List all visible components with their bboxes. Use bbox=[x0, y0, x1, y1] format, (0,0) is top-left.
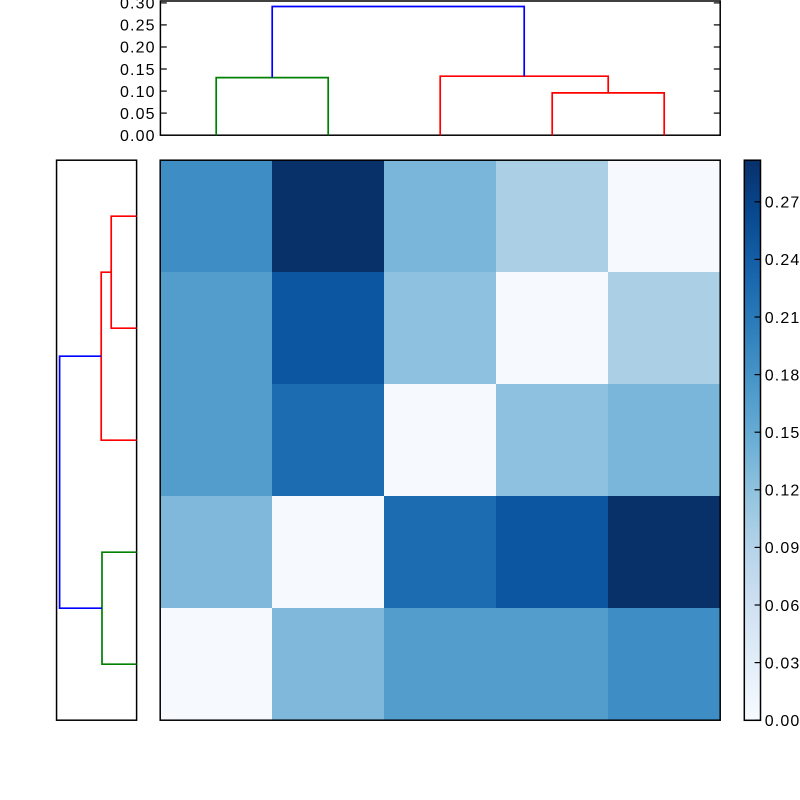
svg-text:0.00: 0.00 bbox=[765, 713, 800, 730]
svg-text:0.15: 0.15 bbox=[765, 425, 800, 442]
svg-text:0.12: 0.12 bbox=[765, 483, 800, 500]
svg-text:0.06: 0.06 bbox=[765, 598, 800, 615]
svg-text:0.24: 0.24 bbox=[765, 252, 800, 269]
svg-text:0.10: 0.10 bbox=[120, 84, 156, 101]
svg-text:0.00: 0.00 bbox=[120, 128, 156, 145]
svg-text:0.09: 0.09 bbox=[765, 540, 800, 557]
svg-text:0.05: 0.05 bbox=[120, 106, 156, 123]
svg-text:0.30: 0.30 bbox=[120, 0, 156, 13]
svg-text:0.15: 0.15 bbox=[120, 62, 156, 79]
svg-text:0.03: 0.03 bbox=[765, 655, 800, 672]
svg-text:0.18: 0.18 bbox=[765, 367, 800, 384]
svg-text:0.20: 0.20 bbox=[120, 40, 156, 57]
svg-text:0.25: 0.25 bbox=[120, 18, 156, 35]
svg-text:0.27: 0.27 bbox=[765, 195, 800, 212]
svg-text:0.21: 0.21 bbox=[765, 310, 800, 327]
